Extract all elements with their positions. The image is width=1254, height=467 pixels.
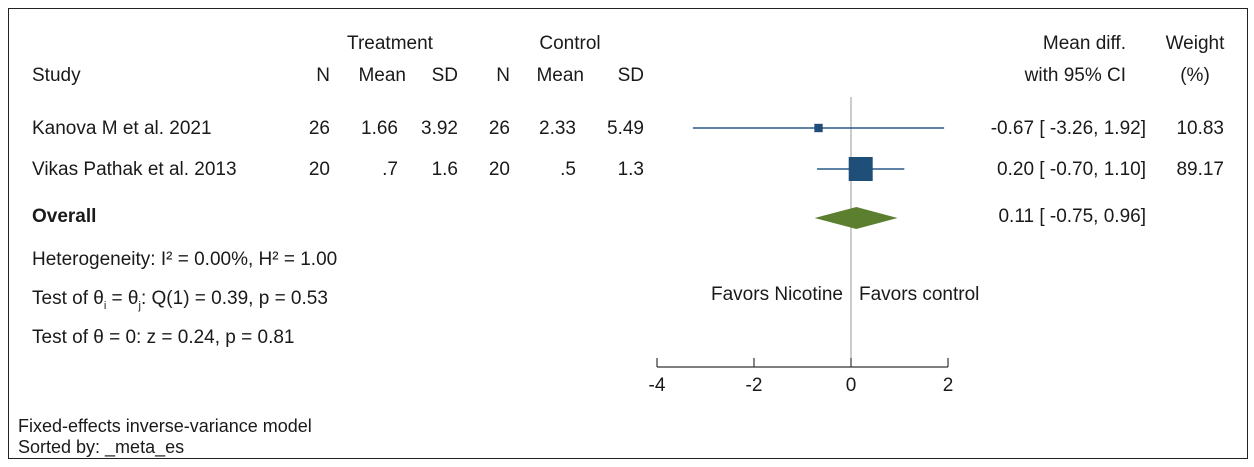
header-weight-line1: Weight	[1165, 33, 1225, 54]
overall-ci-text: 0.11 [ -0.75, 0.96]	[998, 206, 1146, 227]
study-c-sd: 1.3	[617, 159, 644, 180]
header-treatment: Treatment	[347, 33, 433, 54]
heterogeneity-stat: Heterogeneity: I² = 0.00%, H² = 1.00	[32, 249, 338, 270]
forest-plot-frame	[8, 8, 1248, 459]
header-weight-line2: (%)	[1180, 65, 1210, 86]
study-t-mean: .7	[382, 159, 398, 180]
study-c-n: 20	[488, 159, 510, 180]
test-theta-equal-stat: Test of θi = θj: Q(1) = 0.39, p = 0.53	[32, 288, 328, 317]
test-theta-zero-stat: Test of θ = 0: z = 0.24, p = 0.81	[32, 327, 295, 348]
header-study: Study	[32, 65, 81, 86]
study-weight: 89.17	[1176, 159, 1224, 180]
header-t-mean: Mean	[358, 65, 406, 86]
header-c-mean: Mean	[536, 65, 584, 86]
study-t-n: 26	[308, 118, 330, 139]
header-t-n: N	[316, 65, 330, 86]
study-t-n: 20	[308, 159, 330, 180]
study-c-mean: .5	[560, 159, 576, 180]
header-t-sd: SD	[431, 65, 458, 86]
favors-right-label: Favors control	[859, 284, 980, 305]
header-effect-line1: Mean diff.	[1042, 33, 1126, 54]
study-c-sd: 5.49	[607, 118, 644, 139]
study-t-sd: 3.92	[421, 118, 458, 139]
study-ci-text: -0.67 [ -3.26, 1.92]	[990, 118, 1146, 139]
overall-label: Overall	[32, 206, 97, 227]
model-note: Fixed-effects inverse-variance model	[18, 416, 312, 436]
study-c-n: 26	[488, 118, 510, 139]
favors-left-label: Favors Nicotine	[711, 284, 843, 305]
study-t-mean: 1.66	[361, 118, 398, 139]
study-t-sd: 1.6	[431, 159, 458, 180]
header-effect-line2: with 95% CI	[1024, 65, 1126, 86]
study-name: Vikas Pathak et al. 2013	[32, 159, 237, 180]
header-control: Control	[539, 33, 601, 54]
test-theta-eq: = θ	[106, 288, 139, 309]
test-theta-rest: : Q(1) = 0.39, p = 0.53	[140, 288, 328, 309]
study-weight: 10.83	[1176, 118, 1224, 139]
study-ci-text: 0.20 [ -0.70, 1.10]	[997, 159, 1146, 180]
study-name: Kanova M et al. 2021	[32, 118, 212, 139]
header-c-n: N	[496, 65, 510, 86]
study-c-mean: 2.33	[539, 118, 576, 139]
test-theta-sub-i: i	[103, 299, 107, 312]
sort-note: Sorted by: _meta_es	[18, 437, 185, 457]
test-theta-sub-j: j	[138, 299, 141, 312]
test-theta-prefix: Test of θ	[32, 288, 104, 309]
header-c-sd: SD	[617, 65, 644, 86]
